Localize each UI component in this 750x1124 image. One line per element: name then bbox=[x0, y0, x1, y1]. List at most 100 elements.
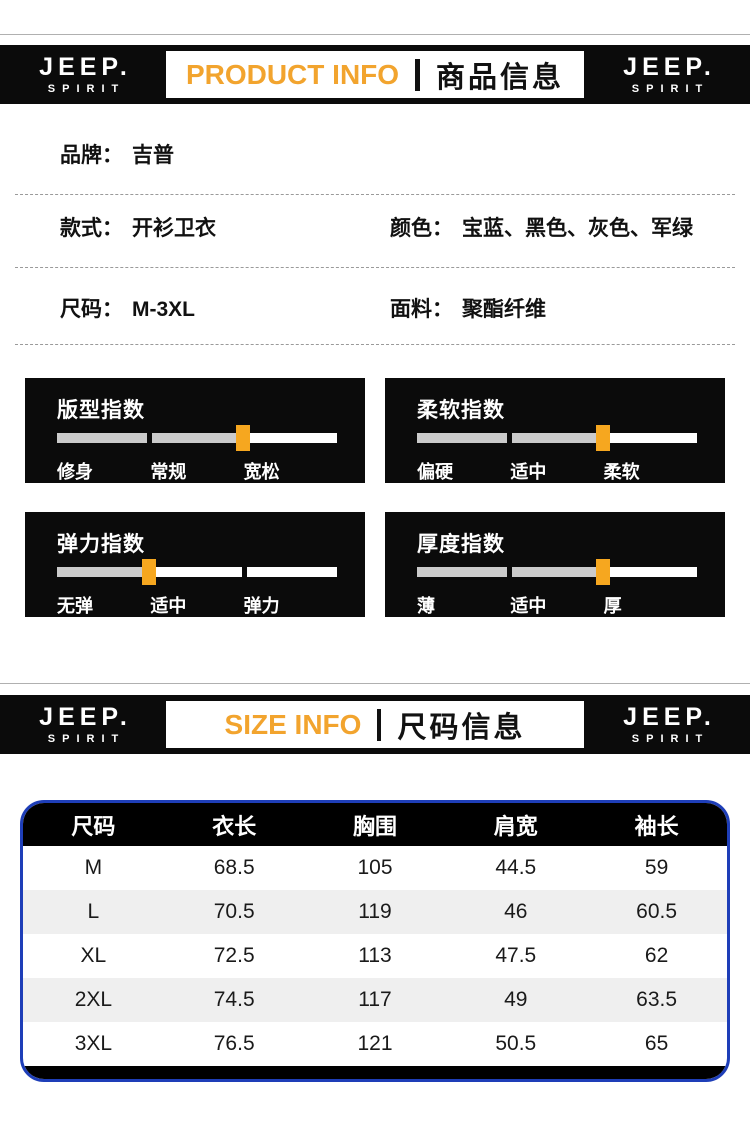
table-cell: 3XL bbox=[74, 1032, 113, 1055]
stretch-index-labels: 无弹 适中 弹力 bbox=[57, 592, 337, 618]
table-cell: 46 bbox=[504, 900, 528, 923]
table-cell: 72.5 bbox=[213, 944, 255, 967]
size-fabric-row: 尺码： M-3XL 面料： 聚酯纤维 bbox=[0, 295, 750, 325]
scale-label: 常规 bbox=[150, 462, 187, 482]
table-row: L 70.5 119 46 60.5 bbox=[23, 890, 727, 934]
fit-index-slider bbox=[57, 425, 337, 451]
scale-label: 修身 bbox=[57, 462, 93, 482]
table-cell: L bbox=[87, 900, 100, 923]
style-color-row: 款式： 开衫卫衣 颜色： 宝蓝、黑色、灰色、军绿 bbox=[0, 214, 750, 244]
mid-hairline bbox=[0, 683, 750, 684]
slider-marker bbox=[235, 425, 250, 451]
table-cell: 105 bbox=[357, 856, 393, 879]
table-cell: 59 bbox=[644, 856, 669, 879]
jeep-spirit-logo: JEEP. SPIRIT bbox=[584, 702, 750, 745]
table-cell: 74.5 bbox=[213, 988, 255, 1011]
fabric-value: 聚酯纤维 bbox=[462, 298, 546, 321]
brand-label: 品牌： bbox=[60, 144, 123, 167]
slider-segment bbox=[417, 567, 507, 577]
product-info-banner: JEEP. SPIRIT PRODUCT INFO 商品信息 JEEP. SPI… bbox=[0, 45, 750, 104]
spirit-logo-text: SPIRIT bbox=[47, 732, 126, 745]
table-cell: 117 bbox=[358, 988, 392, 1011]
table-cell: M bbox=[84, 856, 103, 879]
slider-segment bbox=[247, 433, 337, 443]
softness-index-slider bbox=[417, 425, 697, 451]
slider-segment bbox=[57, 433, 147, 443]
slider-segment bbox=[152, 567, 242, 577]
spirit-logo-text: SPIRIT bbox=[47, 82, 126, 95]
table-cell: 2XL bbox=[74, 988, 113, 1011]
top-hairline bbox=[0, 34, 750, 35]
spirit-logo-text: SPIRIT bbox=[631, 732, 710, 745]
jeep-logo-text: JEEP. bbox=[623, 702, 716, 731]
fit-index-title: 版型指数 bbox=[57, 399, 145, 422]
column-header: 尺码 bbox=[71, 813, 116, 839]
jeep-spirit-logo: JEEP. SPIRIT bbox=[0, 702, 166, 745]
title-separator bbox=[415, 58, 421, 91]
table-cell: 113 bbox=[358, 944, 392, 967]
scale-label: 适中 bbox=[510, 596, 547, 616]
softness-index-title: 柔软指数 bbox=[417, 399, 505, 422]
fit-index-box: 版型指数 修身 常规 宽松 bbox=[25, 378, 365, 483]
color-label: 颜色： bbox=[390, 217, 453, 240]
table-cell: 68.5 bbox=[213, 856, 255, 879]
size-range-value: M-3XL bbox=[132, 298, 195, 321]
table-row: 2XL 74.5 117 49 63.5 bbox=[23, 978, 727, 1022]
column-header: 肩宽 bbox=[493, 813, 538, 839]
table-cell: 63.5 bbox=[636, 988, 678, 1011]
thickness-index-labels: 薄 适中 厚 bbox=[417, 592, 697, 618]
title-separator bbox=[377, 708, 382, 741]
slider-segment bbox=[57, 567, 147, 577]
size-range-label: 尺码： bbox=[60, 298, 123, 321]
table-cell: 76.5 bbox=[213, 1032, 255, 1055]
jeep-logo-text: JEEP. bbox=[39, 52, 132, 81]
thickness-index-box: 厚度指数 薄 适中 厚 bbox=[385, 512, 725, 617]
size-table-header: 尺码 衣长 胸围 肩宽 袖长 bbox=[23, 803, 727, 846]
jeep-spirit-logo: JEEP. SPIRIT bbox=[584, 54, 750, 95]
style-field: 款式： 开衫卫衣 bbox=[60, 214, 216, 244]
size-info-title-box: SIZE INFO 尺码信息 bbox=[166, 701, 584, 748]
scale-label: 厚 bbox=[603, 596, 622, 616]
scale-label: 弹力 bbox=[243, 596, 280, 616]
table-bottom-bar bbox=[23, 1066, 727, 1079]
size-info-title-en: SIZE INFO bbox=[224, 708, 362, 740]
table-cell: XL bbox=[80, 944, 107, 967]
color-value: 宝蓝、黑色、灰色、军绿 bbox=[462, 217, 693, 240]
style-label: 款式： bbox=[60, 217, 123, 240]
table-cell: 44.5 bbox=[495, 856, 537, 879]
slider-segment bbox=[247, 567, 337, 577]
stretch-index-slider bbox=[57, 559, 337, 585]
table-row: 3XL 76.5 121 50.5 65 bbox=[23, 1022, 727, 1066]
product-info-title-box: PRODUCT INFO 商品信息 bbox=[166, 51, 584, 98]
jeep-logo-text: JEEP. bbox=[39, 702, 132, 731]
column-header: 袖长 bbox=[634, 813, 679, 839]
table-row: XL 72.5 113 47.5 62 bbox=[23, 934, 727, 978]
thickness-index-slider bbox=[417, 559, 697, 585]
brand-row: 品牌： 吉普 bbox=[0, 141, 750, 171]
divider bbox=[15, 267, 735, 268]
slider-segment bbox=[152, 433, 242, 443]
slider-segment bbox=[512, 433, 602, 443]
slider-segment bbox=[607, 433, 697, 443]
table-cell: 121 bbox=[357, 1032, 393, 1055]
scale-label: 柔软 bbox=[603, 462, 640, 482]
scale-label: 薄 bbox=[417, 596, 435, 616]
fit-index-labels: 修身 常规 宽松 bbox=[57, 458, 337, 484]
slider-segment bbox=[512, 567, 602, 577]
table-cell: 49 bbox=[504, 988, 528, 1011]
slider-marker bbox=[595, 425, 610, 451]
softness-index-box: 柔软指数 偏硬 适中 柔软 bbox=[385, 378, 725, 483]
table-cell: 119 bbox=[358, 900, 392, 923]
product-info-title-zh: 商品信息 bbox=[436, 61, 565, 94]
size-range-field: 尺码： M-3XL bbox=[60, 295, 195, 325]
jeep-spirit-logo: JEEP. SPIRIT bbox=[0, 52, 166, 95]
size-table: 尺码 衣长 胸围 肩宽 袖长 M 68.5 105 44.5 59 L 70.5… bbox=[20, 800, 730, 1082]
table-cell: 62 bbox=[644, 944, 669, 967]
style-value: 开衫卫衣 bbox=[132, 217, 216, 240]
stretch-index-title: 弹力指数 bbox=[57, 533, 145, 556]
table-cell: 70.5 bbox=[213, 900, 255, 923]
slider-marker bbox=[595, 559, 610, 585]
table-cell: 50.5 bbox=[495, 1032, 537, 1055]
scale-label: 偏硬 bbox=[417, 462, 453, 482]
column-header: 衣长 bbox=[212, 813, 257, 839]
